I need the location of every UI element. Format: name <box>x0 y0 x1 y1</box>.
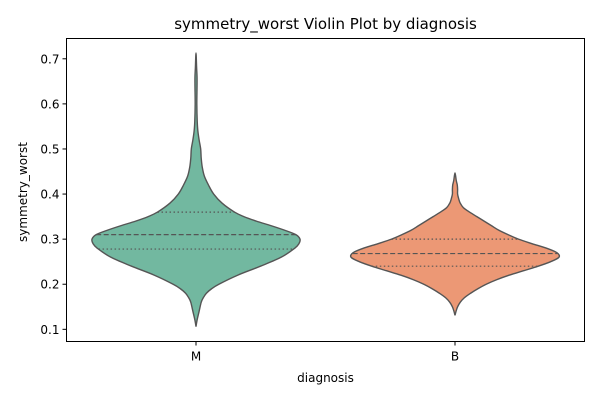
y-tick-label: 0.7 <box>40 52 59 66</box>
x-tick-label: M <box>191 350 201 364</box>
y-tick-label: 0.5 <box>40 142 59 156</box>
plot-area <box>91 52 561 327</box>
y-tick-label: 0.6 <box>40 97 59 111</box>
y-axis-label: symmetry_worst <box>16 142 30 242</box>
chart-title: symmetry_worst Violin Plot by diagnosis <box>174 15 477 34</box>
plot-frame <box>66 38 585 342</box>
x-tick-label: B <box>451 350 459 364</box>
y-tick-label: 0.2 <box>40 278 59 292</box>
violin-body-b <box>349 172 561 316</box>
violin-body-m <box>91 52 301 327</box>
y-tick-label: 0.4 <box>40 188 59 202</box>
y-axis: 0.1 0.2 0.3 0.4 0.5 0.6 0.7 <box>40 52 67 337</box>
y-tick-label: 0.1 <box>40 323 59 337</box>
x-axis-label: diagnosis <box>297 371 354 385</box>
y-tick-label: 0.3 <box>40 233 59 247</box>
